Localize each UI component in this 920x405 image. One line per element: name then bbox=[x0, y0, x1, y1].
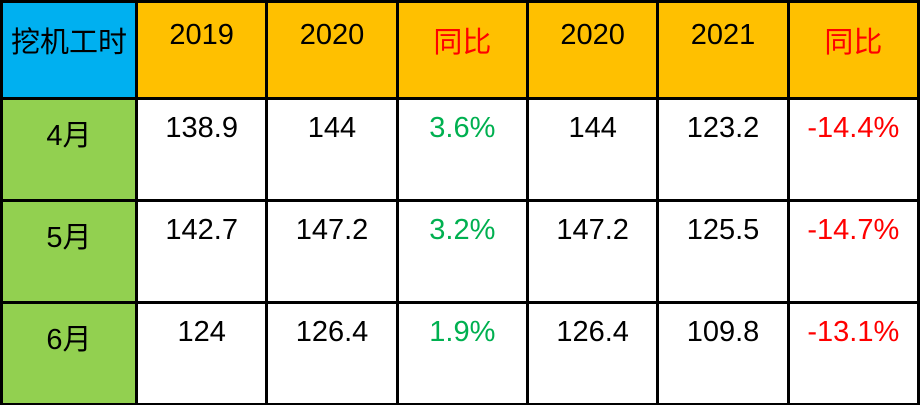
month-label-cell: 4月 bbox=[0, 97, 138, 202]
value-cell: 147.2 bbox=[265, 199, 399, 304]
yoy-negative-cell: -14.7% bbox=[786, 199, 920, 304]
value-cell: 126.4 bbox=[525, 301, 660, 405]
header-row: 挖机工时 2019 2020 同比 2020 2021 同比 bbox=[0, 0, 920, 100]
table-row-june: 6月 124 126.4 1.9% 126.4 109.8 -13.1% bbox=[0, 301, 920, 405]
header-cell-2019: 2019 bbox=[134, 0, 269, 100]
table-row-april: 4月 138.9 144 3.6% 144 123.2 -14.4% bbox=[0, 97, 920, 202]
yoy-negative-cell: -14.4% bbox=[786, 97, 920, 202]
corner-header-label: 挖机工时 bbox=[0, 0, 138, 100]
value-cell: 144 bbox=[265, 97, 399, 202]
yoy-positive-cell: 1.9% bbox=[395, 301, 529, 405]
header-cell-2020-a: 2020 bbox=[265, 0, 399, 100]
value-cell: 123.2 bbox=[656, 97, 790, 202]
value-cell: 109.8 bbox=[656, 301, 790, 405]
yoy-positive-cell: 3.2% bbox=[395, 199, 529, 304]
value-cell: 147.2 bbox=[525, 199, 660, 304]
value-cell: 124 bbox=[134, 301, 269, 405]
value-cell: 138.9 bbox=[134, 97, 269, 202]
table-row-may: 5月 142.7 147.2 3.2% 147.2 125.5 -14.7% bbox=[0, 199, 920, 304]
table-title: 挖机工时 bbox=[10, 27, 127, 59]
header-cell-yoy-a: 同比 bbox=[395, 0, 529, 100]
value-cell: 144 bbox=[525, 97, 660, 202]
month-label-cell: 5月 bbox=[0, 199, 138, 304]
value-cell: 126.4 bbox=[265, 301, 399, 405]
header-cell-2020-b: 2020 bbox=[525, 0, 660, 100]
yoy-positive-cell: 3.6% bbox=[395, 97, 529, 202]
header-cell-yoy-b: 同比 bbox=[786, 0, 920, 100]
value-cell: 125.5 bbox=[656, 199, 790, 304]
yoy-negative-cell: -13.1% bbox=[786, 301, 920, 405]
month-label-cell: 6月 bbox=[0, 301, 138, 405]
header-cell-2021: 2021 bbox=[656, 0, 790, 100]
value-cell: 142.7 bbox=[134, 199, 269, 304]
